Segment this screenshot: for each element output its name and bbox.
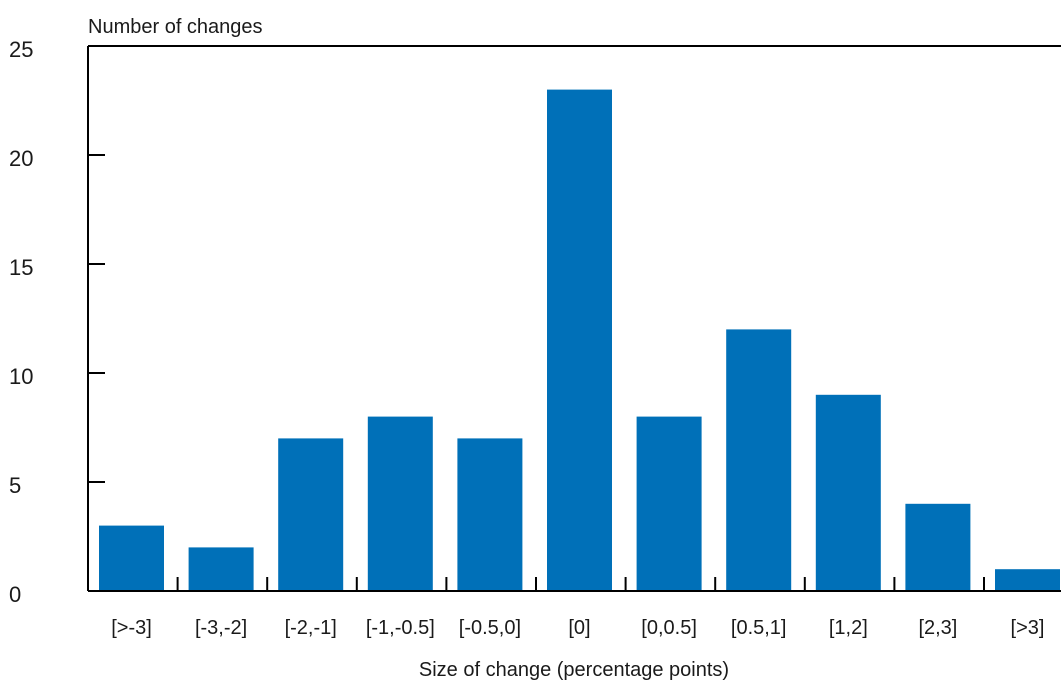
y-axis-label: Number of changes bbox=[88, 16, 263, 38]
bar-1 bbox=[188, 547, 254, 591]
x-tick-label: [-1,-0.5] bbox=[366, 617, 435, 639]
y-tick-label: 25 bbox=[9, 37, 33, 62]
bar-0 bbox=[99, 525, 164, 591]
x-tick-label: [2,3] bbox=[918, 617, 957, 639]
bars bbox=[99, 89, 1060, 591]
bar-2 bbox=[278, 438, 344, 591]
y-tick-label: 10 bbox=[9, 364, 33, 389]
ticks: [>-3] [-3,-2] [-2,-1] [-1,-0.5] [-0.5,0] [0] [… bbox=[9, 37, 1044, 639]
x-tick-label: [>3] bbox=[1011, 617, 1045, 639]
bar-7 bbox=[726, 329, 792, 591]
x-tick-label: [1,2] bbox=[829, 617, 868, 639]
x-tick-label: [0.5,1] bbox=[731, 617, 787, 639]
x-axis-label: Size of change (percentage points) bbox=[419, 659, 729, 681]
x-tick-label: [-3,-2] bbox=[195, 617, 247, 639]
bar-5 bbox=[547, 89, 612, 591]
y-tick-label: 0 bbox=[9, 582, 21, 607]
x-tick-label: [0,0.5] bbox=[641, 617, 697, 639]
bar-4 bbox=[457, 438, 523, 591]
x-tick-label: [>-3] bbox=[111, 617, 152, 639]
bar-3 bbox=[367, 416, 433, 591]
y-tick-label: 5 bbox=[9, 473, 21, 498]
x-tick-label: [-0.5,0] bbox=[459, 617, 521, 639]
bar-6 bbox=[636, 416, 702, 591]
bar-10 bbox=[995, 569, 1060, 591]
y-tick-label: 15 bbox=[9, 255, 33, 280]
y-tick-label: 20 bbox=[9, 146, 33, 171]
x-tick-label: [0] bbox=[568, 617, 590, 639]
labels: Number of changes Size of change (percen… bbox=[88, 16, 729, 681]
x-tick-label: [-2,-1] bbox=[285, 617, 337, 639]
axes bbox=[87, 45, 1061, 592]
bar-8 bbox=[815, 394, 881, 591]
bar-9 bbox=[905, 503, 971, 591]
